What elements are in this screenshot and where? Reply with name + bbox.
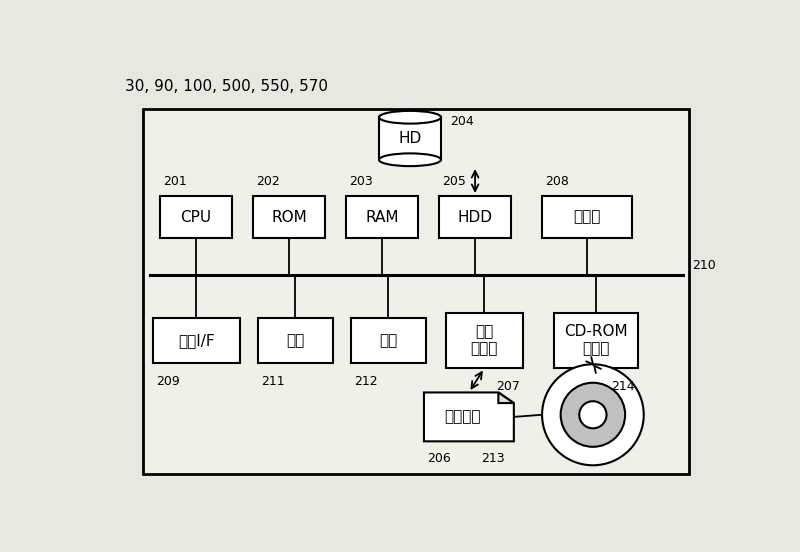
Bar (554, 313, 638, 368)
Ellipse shape (379, 111, 441, 124)
Text: 介质
驱动器: 介质 驱动器 (470, 324, 498, 357)
Bar (153, 318, 239, 363)
Text: 205: 205 (442, 175, 466, 188)
Ellipse shape (542, 364, 644, 465)
Text: ROM: ROM (271, 210, 307, 225)
Bar (446, 313, 523, 368)
Bar (439, 196, 510, 238)
Text: 网络I/F: 网络I/F (178, 333, 214, 348)
Text: 211: 211 (262, 375, 285, 388)
Text: 207: 207 (496, 380, 520, 393)
Text: CPU: CPU (181, 210, 212, 225)
Text: RAM: RAM (366, 210, 399, 225)
Text: 208: 208 (545, 175, 569, 188)
Text: 203: 203 (350, 175, 374, 188)
Text: 键盘: 键盘 (286, 333, 305, 348)
Bar (542, 196, 632, 238)
Ellipse shape (561, 383, 625, 447)
Polygon shape (424, 392, 514, 442)
Text: 显示器: 显示器 (573, 210, 600, 225)
Polygon shape (498, 392, 514, 403)
Bar (143, 109, 689, 474)
Text: HDD: HDD (458, 210, 493, 225)
Bar (258, 318, 333, 363)
Text: 30, 90, 100, 500, 550, 570: 30, 90, 100, 500, 550, 570 (125, 79, 328, 94)
Text: 213: 213 (482, 452, 505, 465)
Text: HD: HD (398, 131, 422, 146)
Text: 209: 209 (156, 375, 179, 388)
Text: 存储介质: 存储介质 (445, 410, 481, 424)
Text: 206: 206 (427, 452, 451, 465)
Ellipse shape (579, 401, 606, 428)
Bar (346, 196, 418, 238)
Text: 202: 202 (257, 175, 280, 188)
Bar (351, 318, 426, 363)
Text: CD-ROM
驱动器: CD-ROM 驱动器 (564, 324, 628, 357)
Text: 201: 201 (163, 175, 187, 188)
Text: 214: 214 (611, 380, 634, 393)
Ellipse shape (379, 153, 441, 166)
Bar (379, 117, 441, 160)
Text: 210: 210 (692, 259, 716, 272)
Bar (254, 196, 325, 238)
Bar (161, 196, 232, 238)
Text: 204: 204 (450, 115, 474, 128)
Text: 212: 212 (354, 375, 378, 388)
Text: 鼠标: 鼠标 (379, 333, 398, 348)
